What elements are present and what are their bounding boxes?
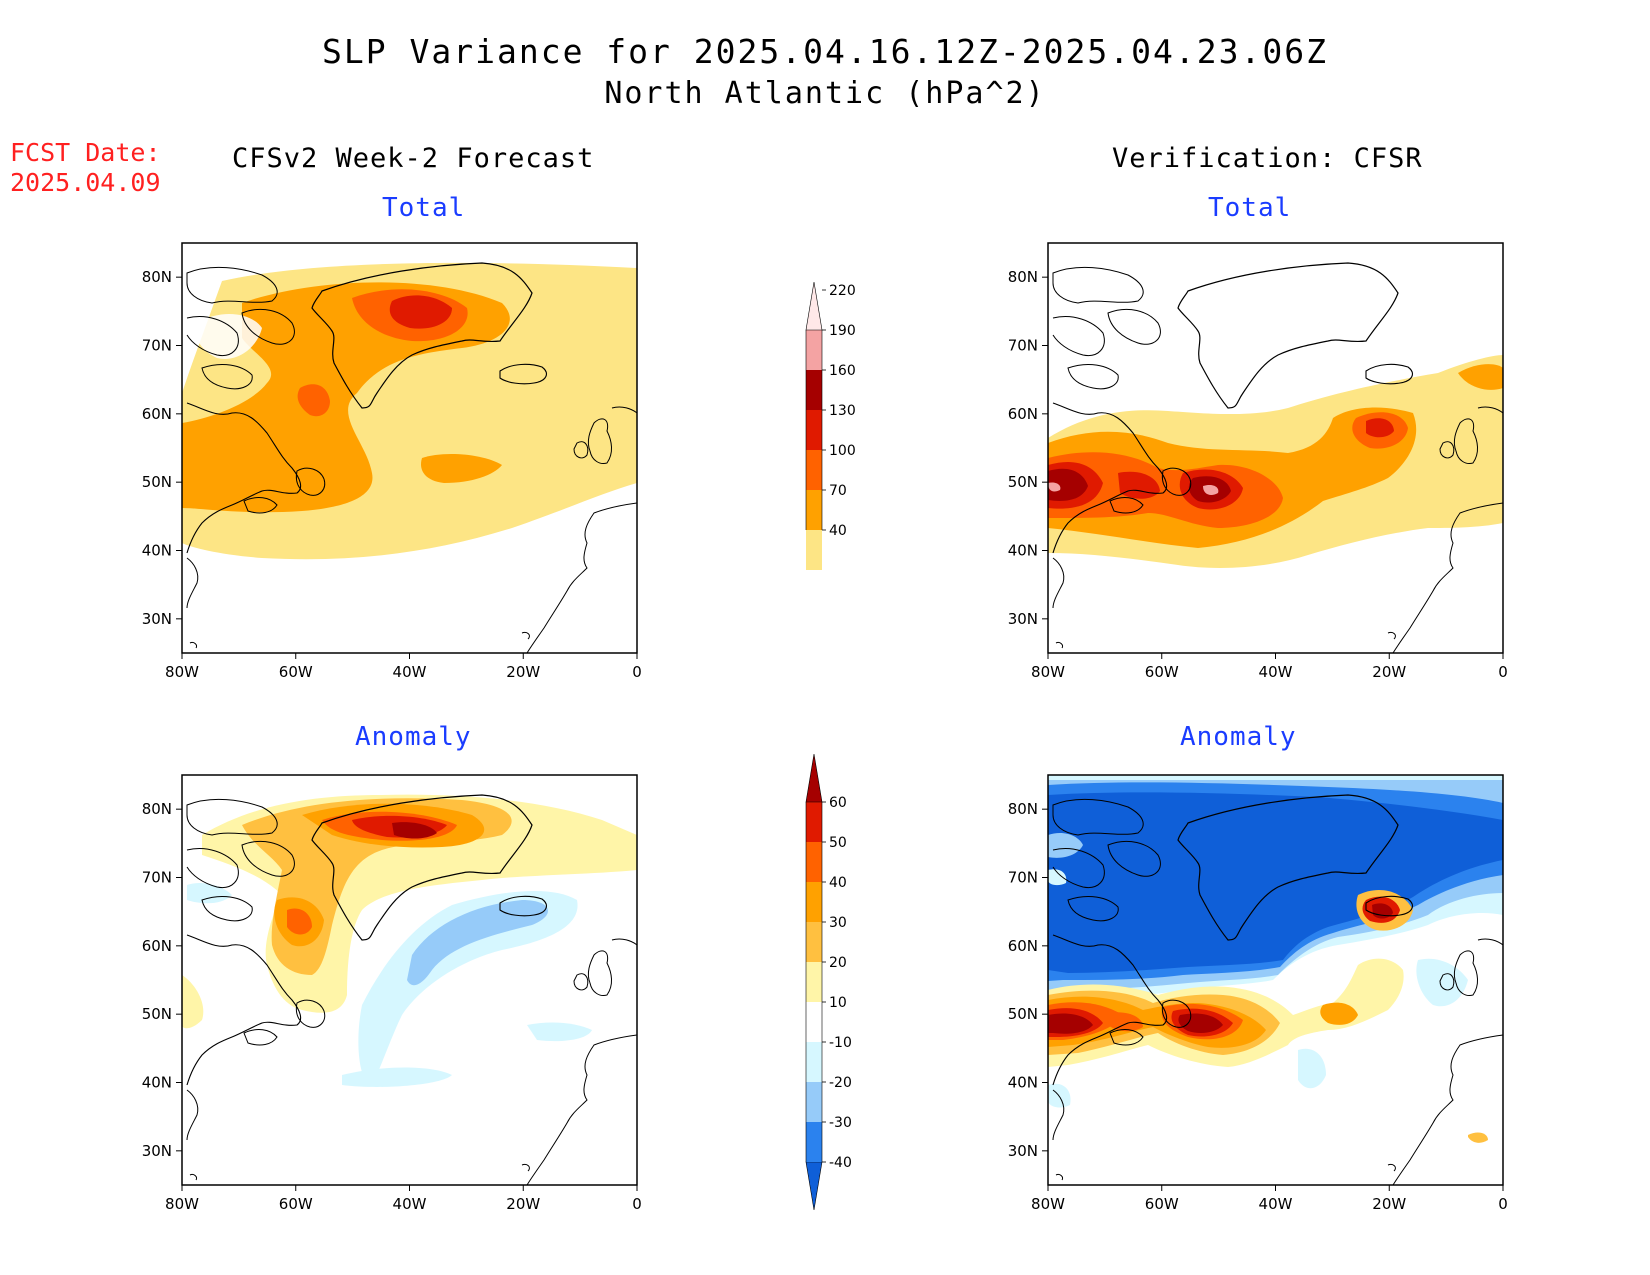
forecast-total-lon-label: 60W bbox=[279, 663, 313, 681]
verification-anomaly-map bbox=[1047, 774, 1504, 1186]
panel-title-top-left: Total bbox=[382, 193, 466, 223]
chart-subtitle: North Atlantic (hPa^2) bbox=[604, 76, 1046, 111]
forecast-total-lon-label: 40W bbox=[393, 663, 427, 681]
colorbar-total-swatch bbox=[806, 370, 822, 410]
colorbar-anomaly-swatch bbox=[805, 753, 823, 803]
right-column-title: Verification: CFSR bbox=[1112, 143, 1423, 174]
forecast-total-lon-label: 0 bbox=[632, 663, 642, 681]
colorbar-anomaly-swatch bbox=[806, 1002, 822, 1042]
verification-total-lat-label: 80N bbox=[1008, 268, 1038, 286]
panel-title-bottom-left: Anomaly bbox=[355, 722, 472, 752]
colorbar-total-label: 130 bbox=[829, 403, 856, 419]
colorbar-anomaly-label: -30 bbox=[829, 1115, 852, 1131]
forecast-anomaly-lat-label: 80N bbox=[142, 800, 172, 818]
colorbar-anomaly: -40 -30 -20 -10 10 20 30 40 50 60 bbox=[805, 753, 852, 1211]
colorbar-total-swatch bbox=[806, 490, 822, 530]
forecast-date-label: FCST Date: bbox=[10, 138, 161, 167]
forecast-anomaly-lat-label: 70N bbox=[142, 869, 172, 887]
verification-anomaly-lon-label: 0 bbox=[1498, 1195, 1508, 1213]
colorbar-anomaly-swatch bbox=[806, 1082, 822, 1122]
colorbar-anomaly-label: 10 bbox=[829, 995, 847, 1011]
forecast-date-value: 2025.04.09 bbox=[10, 168, 161, 197]
verification-total-lat-label: 40N bbox=[1008, 542, 1038, 560]
forecast-anomaly-map bbox=[181, 774, 638, 1186]
verification-anomaly-lat-label: 70N bbox=[1008, 869, 1038, 887]
colorbar-anomaly-label: 20 bbox=[829, 955, 847, 971]
forecast-total-map bbox=[181, 242, 638, 654]
colorbar-anomaly-label: -20 bbox=[829, 1075, 852, 1091]
verification-total-lat-label: 50N bbox=[1008, 473, 1038, 491]
forecast-anomaly-lon-label: 40W bbox=[393, 1195, 427, 1213]
verification-anomaly-lat-label: 30N bbox=[1008, 1142, 1038, 1160]
verification-total-lon-label: 0 bbox=[1498, 663, 1508, 681]
colorbar-anomaly-swatch bbox=[806, 1122, 822, 1162]
verification-anomaly-lat-label: 60N bbox=[1008, 937, 1038, 955]
colorbar-anomaly-label: -10 bbox=[829, 1035, 852, 1051]
forecast-anomaly-lat-label: 50N bbox=[142, 1005, 172, 1023]
colorbar-total-label: 160 bbox=[829, 363, 856, 379]
verification-total-lat-label: 60N bbox=[1008, 405, 1038, 423]
colorbar-anomaly-label: -40 bbox=[829, 1155, 852, 1171]
colorbar-anomaly-swatch bbox=[806, 842, 822, 882]
forecast-total-lat-label: 30N bbox=[142, 610, 172, 628]
verification-anomaly-lat-label: 40N bbox=[1008, 1074, 1038, 1092]
colorbar-total-swatch bbox=[806, 410, 822, 450]
verification-anomaly-lon-label: 80W bbox=[1031, 1195, 1065, 1213]
panel-title-bottom-right: Anomaly bbox=[1180, 722, 1297, 752]
forecast-anomaly-lon-label: 60W bbox=[279, 1195, 313, 1213]
verification-total-lon-label: 20W bbox=[1372, 663, 1406, 681]
verification-total-lat-label: 30N bbox=[1008, 610, 1038, 628]
colorbar-total-label: 100 bbox=[829, 443, 856, 459]
verification-total-lon-label: 80W bbox=[1031, 663, 1065, 681]
forecast-anomaly-lat-label: 30N bbox=[142, 1142, 172, 1160]
colorbar-anomaly-label: 30 bbox=[829, 915, 847, 931]
colorbar-anomaly-swatch bbox=[806, 922, 822, 962]
forecast-anomaly-lon-label: 80W bbox=[165, 1195, 199, 1213]
colorbar-anomaly-swatch bbox=[806, 802, 822, 842]
verification-anomaly-lat-label: 50N bbox=[1008, 1005, 1038, 1023]
forecast-total-lon-label: 80W bbox=[165, 663, 199, 681]
verification-anomaly-lon-label: 60W bbox=[1145, 1195, 1179, 1213]
verification-anomaly-lon-label: 20W bbox=[1372, 1195, 1406, 1213]
panel-title-top-right: Total bbox=[1208, 193, 1292, 223]
colorbar-total-label: 190 bbox=[829, 323, 856, 339]
forecast-anomaly-lat-label: 60N bbox=[142, 937, 172, 955]
verification-total-lon-label: 40W bbox=[1259, 663, 1293, 681]
colorbar-total-label: 40 bbox=[829, 523, 847, 539]
verification-total-lat-label: 70N bbox=[1008, 337, 1038, 355]
verification-anomaly-lat-label: 80N bbox=[1008, 800, 1038, 818]
colorbar-anomaly-swatch bbox=[805, 1161, 823, 1211]
forecast-total-lon-label: 20W bbox=[506, 663, 540, 681]
colorbar-anomaly-swatch bbox=[806, 882, 822, 922]
verification-total-map bbox=[1047, 242, 1504, 654]
forecast-total-lat-label: 50N bbox=[142, 473, 172, 491]
colorbar-anomaly-label: 40 bbox=[829, 875, 847, 891]
forecast-anomaly-lon-label: 0 bbox=[632, 1195, 642, 1213]
colorbar-anomaly-swatch bbox=[806, 962, 822, 1002]
forecast-total-lat-label: 60N bbox=[142, 405, 172, 423]
colorbar-total-swatch bbox=[805, 281, 823, 331]
forecast-total-lat-label: 40N bbox=[142, 542, 172, 560]
colorbar-total-swatch bbox=[806, 450, 822, 490]
chart-title: SLP Variance for 2025.04.16.12Z-2025.04.… bbox=[322, 32, 1328, 71]
verification-anomaly-lon-label: 40W bbox=[1259, 1195, 1293, 1213]
colorbar-anomaly-label: 50 bbox=[829, 835, 847, 851]
colorbar-anomaly-swatch bbox=[806, 1042, 822, 1082]
colorbar-total-label: 70 bbox=[829, 483, 847, 499]
forecast-anomaly-lon-label: 20W bbox=[506, 1195, 540, 1213]
colorbar-anomaly-label: 60 bbox=[829, 795, 847, 811]
colorbar-total-swatch bbox=[806, 330, 822, 370]
colorbar-total-label: 220 bbox=[829, 283, 856, 299]
forecast-anomaly-lat-label: 40N bbox=[142, 1074, 172, 1092]
colorbar-total-swatch bbox=[806, 530, 822, 570]
forecast-total-lat-label: 80N bbox=[142, 268, 172, 286]
verification-total-lon-label: 60W bbox=[1145, 663, 1179, 681]
forecast-total-lat-label: 70N bbox=[142, 337, 172, 355]
axes-layer: 80W 60W 40W 20W 0 80N 70N 60N 50N 40N 30N 80W 60W 40W… bbox=[142, 268, 1508, 1213]
left-column-title: CFSv2 Week-2 Forecast bbox=[232, 143, 595, 174]
colorbar-total: 40 70 100 130 160 190 220 bbox=[805, 281, 856, 570]
